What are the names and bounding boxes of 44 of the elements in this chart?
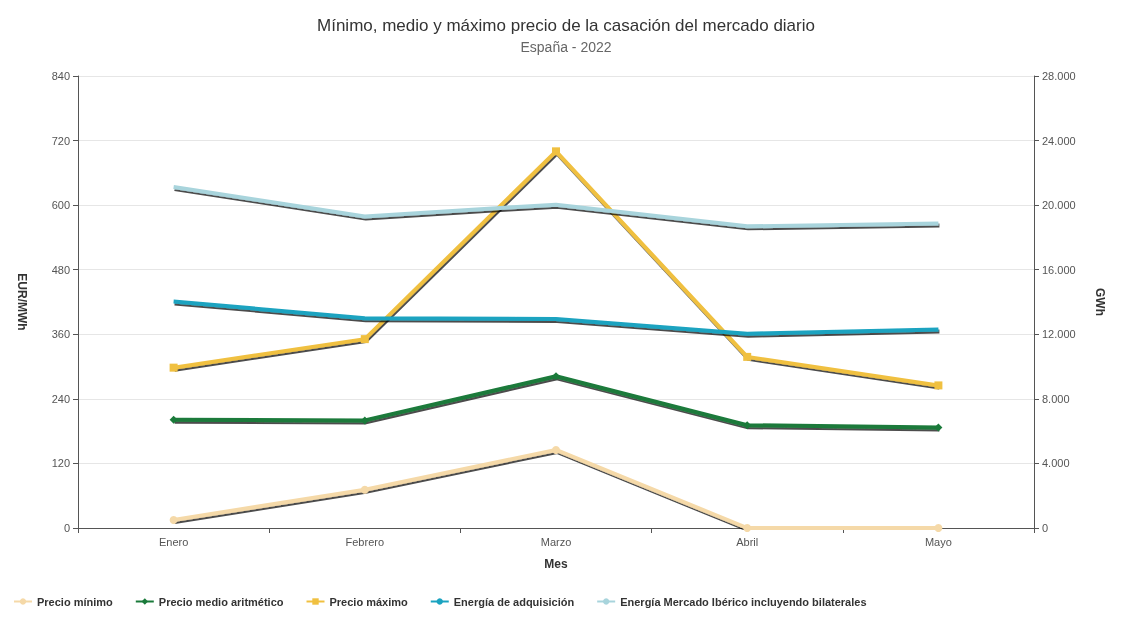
y-tick-label: 240 <box>51 392 70 405</box>
x-axis-title: Mes <box>544 557 568 571</box>
point <box>169 363 178 372</box>
point <box>169 515 178 524</box>
legend-label: Precio medio aritmético <box>158 595 284 608</box>
point <box>934 524 943 532</box>
y-axis-title: EUR/MWh <box>15 273 29 331</box>
point <box>934 381 943 390</box>
x-tick-label: Abril <box>736 535 759 548</box>
legend-label: Precio máximo <box>329 595 409 608</box>
legend-label: Precio mínimo <box>37 595 114 608</box>
y-tick-label: 480 <box>51 263 70 276</box>
y-tick-label: 360 <box>51 328 70 341</box>
y-tick-label: 720 <box>51 134 70 147</box>
point <box>552 147 560 156</box>
chart-title: Mínimo, medio y máximo precio de la casación del mercado diario <box>317 16 815 35</box>
x-tick-label: Marzo <box>540 535 572 548</box>
y2-tick-label: 4.000 <box>1042 457 1070 470</box>
y-tick-label: 600 <box>51 199 70 212</box>
point <box>360 335 369 344</box>
y2-axis-title: GWh <box>1093 288 1107 316</box>
x-tick-label: Enero <box>158 535 189 548</box>
y2-tick-label: 8.000 <box>1042 392 1070 405</box>
line-series <box>171 299 941 336</box>
point <box>552 372 560 381</box>
y2-tick-label: 0 <box>1042 522 1049 534</box>
y-tick-label: 840 <box>51 70 70 82</box>
x-tick-label: Febrero <box>345 535 385 548</box>
y2-tick-label: 28.000 <box>1042 70 1076 82</box>
y2-tick-label: 24.000 <box>1042 134 1076 147</box>
line-series <box>171 184 941 229</box>
x-tick-label: Mayo <box>924 535 952 548</box>
y2-tick-label: 12.000 <box>1042 328 1076 341</box>
point <box>743 524 752 532</box>
point <box>552 445 560 454</box>
legend-label: Energía Mercado Ibérico incluyendo bilaterales <box>620 595 867 608</box>
y2-tick-label: 20.000 <box>1042 199 1076 212</box>
point <box>360 485 369 494</box>
y2-tick-label: 16.000 <box>1042 263 1076 276</box>
y-tick-label: 0 <box>63 522 70 534</box>
chart-subtitle: España - 2022 <box>520 39 612 55</box>
point <box>743 352 752 361</box>
y-tick-label: 120 <box>51 457 70 470</box>
legend-label: Energía de adquisición <box>453 595 575 608</box>
